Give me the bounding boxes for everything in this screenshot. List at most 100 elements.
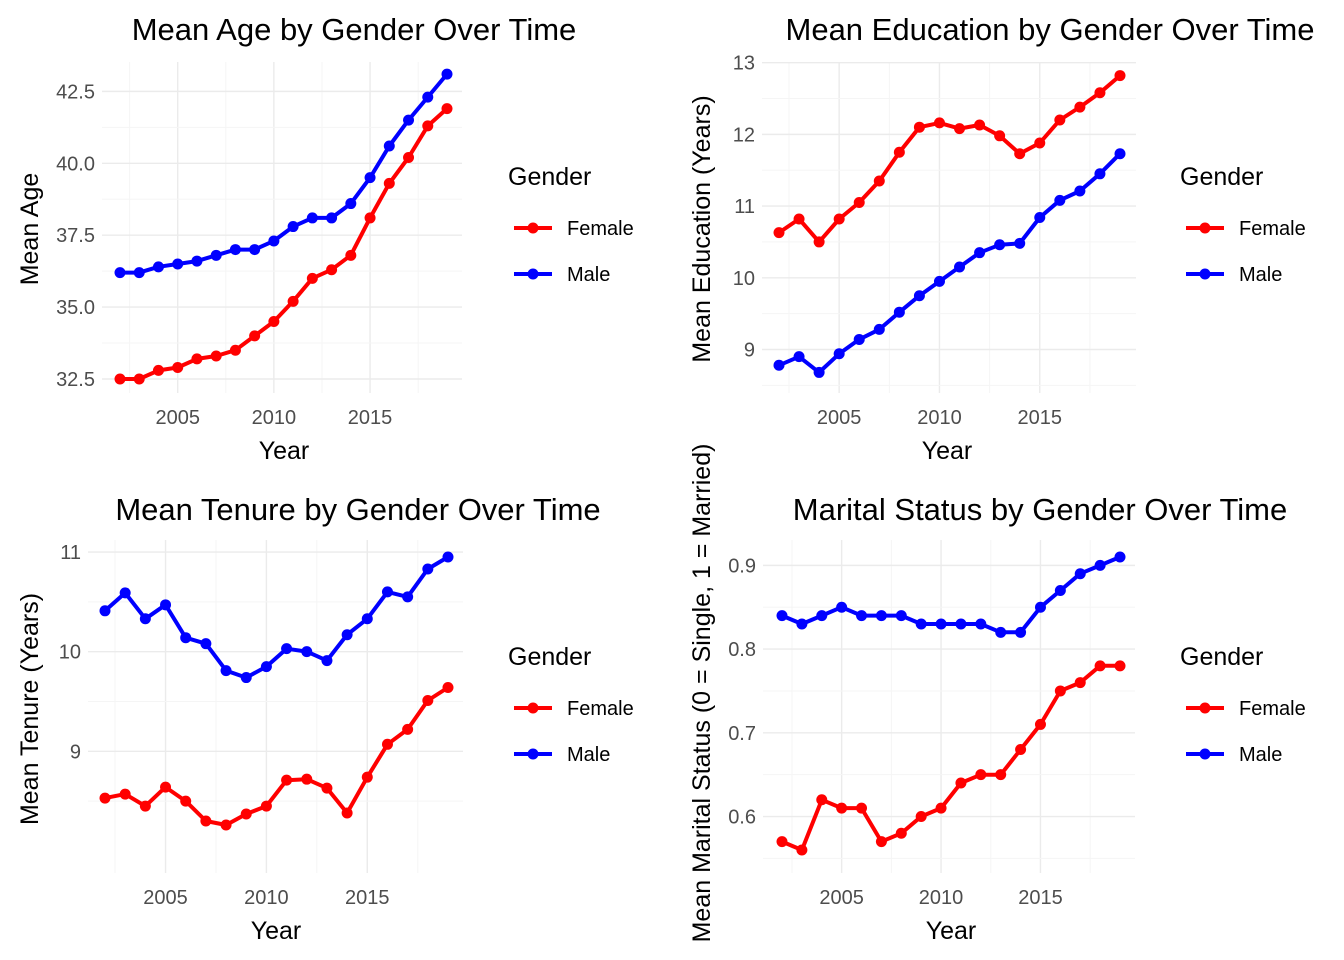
legend-title: Gender	[1180, 643, 1263, 671]
data-point-female	[1074, 677, 1086, 689]
data-point-female	[856, 802, 868, 814]
data-point-female	[403, 152, 415, 164]
data-point-male	[954, 261, 966, 273]
data-point-male	[191, 255, 203, 267]
legend-label-female: Female	[567, 698, 634, 720]
data-point-female	[793, 213, 805, 225]
data-point-female	[955, 777, 967, 789]
data-point-female	[816, 794, 828, 806]
x-axis-title: Year	[251, 917, 302, 945]
y-tick-label: 11	[60, 542, 81, 564]
data-point-male	[139, 613, 151, 625]
legend-key-male-marker	[527, 748, 539, 760]
legend-title: Gender	[508, 163, 591, 191]
legend-label-female: Female	[1239, 218, 1306, 240]
legend-key-female-marker	[1199, 702, 1211, 714]
data-point-male	[160, 599, 172, 611]
data-point-male	[1054, 584, 1066, 596]
x-tick-label: 2005	[143, 887, 188, 909]
legend-label-female: Female	[567, 218, 634, 240]
series-line-male	[780, 555, 1122, 635]
data-point-male	[152, 261, 164, 273]
data-point-female	[422, 694, 434, 706]
panel-mean-tenure: 2005 2010 2015 9 10 11 Mean Tenure by Gender …	[16, 492, 601, 945]
y-tick-label: 0.7	[728, 723, 756, 745]
data-point-male	[381, 586, 393, 598]
series-line-male	[103, 555, 450, 680]
data-point-male	[994, 239, 1006, 251]
y-tick-label: 9	[744, 339, 755, 361]
data-point-male	[402, 591, 414, 603]
data-point-female	[240, 808, 252, 820]
legend-title: Gender	[1180, 163, 1263, 191]
data-point-female	[191, 353, 203, 365]
data-point-male	[229, 244, 241, 256]
data-point-male	[1094, 559, 1106, 571]
data-point-male	[813, 366, 825, 378]
legend-label-male: Male	[1239, 264, 1282, 286]
x-tick-label: 2015	[348, 407, 393, 429]
data-point-female	[139, 800, 151, 812]
data-point-female	[268, 315, 280, 327]
legend-key-male-marker	[1199, 748, 1211, 760]
data-point-male	[249, 244, 261, 256]
x-tick-label: 2005	[155, 407, 200, 429]
data-point-female	[361, 771, 373, 783]
data-point-male	[422, 91, 434, 103]
data-point-male	[220, 665, 232, 677]
data-point-female	[994, 130, 1006, 142]
data-point-male	[796, 618, 808, 630]
data-point-male	[933, 275, 945, 287]
chart-title: Mean Education by Gender Over Time	[786, 12, 1315, 47]
data-point-male	[321, 655, 333, 667]
data-point-male	[306, 212, 318, 224]
data-point-female	[995, 769, 1007, 781]
data-point-female	[442, 682, 454, 694]
data-point-male	[210, 249, 222, 261]
data-point-male	[1015, 626, 1027, 638]
data-point-female	[1074, 101, 1086, 113]
data-point-female	[895, 827, 907, 839]
x-axis-title: Year	[259, 437, 310, 465]
data-point-male	[364, 172, 376, 184]
data-point-female	[114, 373, 126, 385]
legend-label-male: Male	[567, 264, 610, 286]
data-point-male	[995, 626, 1007, 638]
y-tick-label: 35.0	[56, 297, 95, 319]
data-point-male	[935, 618, 947, 630]
data-point-female	[1094, 660, 1106, 672]
data-point-female	[345, 249, 357, 261]
data-point-female	[301, 773, 313, 785]
data-point-female	[210, 350, 222, 362]
data-point-male	[383, 140, 395, 152]
data-point-male	[361, 613, 373, 625]
legend-key-female-marker	[527, 702, 539, 714]
x-tick-label: 2015	[345, 887, 390, 909]
data-point-female	[915, 811, 927, 823]
data-point-female	[1114, 660, 1126, 672]
x-axis-title: Year	[926, 917, 977, 945]
data-point-male	[326, 212, 338, 224]
y-tick-label: 0.8	[728, 639, 756, 661]
data-point-male	[260, 661, 272, 673]
data-point-female	[1054, 685, 1066, 697]
data-point-male	[1114, 148, 1126, 160]
data-point-female	[1054, 114, 1066, 126]
legend: Gender Female Male	[1180, 643, 1306, 766]
series-line-male	[777, 151, 1122, 375]
data-point-female	[1034, 718, 1046, 730]
data-point-female	[836, 802, 848, 814]
data-point-male	[893, 306, 905, 318]
data-point-male	[99, 605, 111, 617]
data-point-male	[422, 563, 434, 575]
x-tick-label: 2005	[817, 407, 862, 429]
data-point-male	[180, 632, 192, 644]
data-point-female	[954, 123, 966, 135]
data-point-female	[119, 788, 131, 800]
y-axis-title: Mean Education (Years)	[688, 95, 716, 362]
y-tick-label: 10	[733, 268, 755, 290]
data-point-male	[119, 587, 131, 599]
data-point-female	[1094, 87, 1106, 99]
y-tick-label: 40.0	[56, 153, 95, 175]
